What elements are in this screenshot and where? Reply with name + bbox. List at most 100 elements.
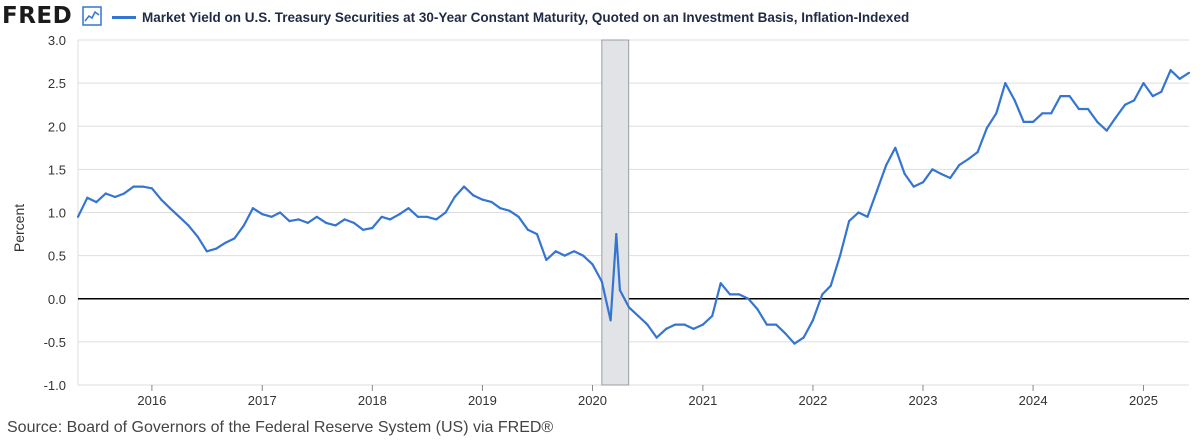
data-point — [1187, 71, 1191, 74]
data-point — [573, 250, 576, 253]
data-point — [646, 323, 649, 326]
y-tick-label: 1.0 — [48, 206, 66, 221]
series-layer — [76, 69, 1191, 345]
data-point — [1151, 95, 1154, 98]
data-point — [233, 237, 236, 240]
data-point — [811, 319, 815, 322]
data-point — [380, 215, 383, 218]
data-point — [242, 224, 245, 227]
data-point — [958, 164, 961, 167]
data-point — [995, 112, 998, 115]
data-point — [545, 258, 548, 261]
data-point — [215, 247, 218, 250]
x-tick-label: 2022 — [798, 393, 827, 408]
data-point — [1013, 99, 1016, 102]
y-tick-label: 1.5 — [48, 162, 66, 177]
y-tick-label: 0.5 — [48, 249, 66, 264]
data-point — [765, 323, 768, 326]
data-point — [1041, 112, 1044, 115]
data-point — [141, 185, 144, 188]
chart-header: FRED Market Yield on U.S. Treasury Secur… — [0, 0, 1200, 34]
data-point — [508, 209, 511, 212]
data-point — [325, 221, 328, 224]
data-point — [692, 327, 695, 330]
data-point — [86, 196, 89, 199]
source-note: Source: Board of Governors of the Federa… — [7, 419, 554, 436]
data-point — [1050, 112, 1053, 115]
data-point — [939, 172, 942, 175]
data-point — [371, 226, 374, 230]
y-tick-label: 3.0 — [48, 33, 66, 48]
y-tick-label: 0.0 — [48, 292, 66, 307]
data-point — [1142, 82, 1145, 85]
data-point — [848, 220, 851, 223]
x-tick-label: 2023 — [909, 393, 938, 408]
data-point — [187, 224, 190, 227]
data-point — [1124, 103, 1127, 106]
data-point — [683, 323, 686, 326]
data-point — [270, 215, 273, 218]
data-point — [435, 218, 438, 221]
y-tick-label: -1.0 — [44, 378, 66, 393]
data-point — [343, 218, 346, 221]
data-point — [719, 282, 722, 285]
data-point — [297, 218, 300, 221]
data-point — [665, 327, 668, 330]
x-axis-ticks: 2016 2017 2018 2019 2020 2021 2022 2023 2024 2025 — [137, 385, 1158, 408]
data-point — [315, 215, 318, 218]
data-point — [526, 228, 530, 231]
y-tick-label: -0.5 — [44, 335, 66, 350]
data-point — [517, 215, 520, 218]
data-point — [728, 293, 732, 296]
data-point — [985, 126, 989, 130]
data-point — [949, 176, 952, 180]
data-point — [361, 228, 365, 231]
data-point — [627, 306, 631, 309]
data-point — [821, 293, 824, 296]
data-point — [802, 336, 805, 339]
data-point — [1105, 129, 1108, 132]
data-point — [76, 215, 80, 218]
data-point — [615, 233, 618, 236]
data-point — [563, 254, 566, 257]
data-point — [554, 250, 557, 253]
data-point — [747, 297, 750, 300]
data-point — [1059, 95, 1062, 98]
data-point — [306, 221, 309, 224]
data-point — [352, 221, 355, 224]
data-point — [1133, 99, 1136, 102]
data-point — [618, 289, 622, 292]
data-point — [582, 254, 585, 257]
data-point — [976, 151, 979, 154]
data-point — [389, 218, 392, 221]
data-point — [104, 192, 107, 195]
data-point — [472, 194, 475, 197]
series-line — [77, 69, 1190, 345]
x-tick-label: 2020 — [578, 393, 607, 408]
x-tick-label: 2024 — [1019, 393, 1048, 408]
data-point — [178, 215, 181, 218]
data-point — [535, 233, 539, 236]
x-tick-label: 2021 — [688, 393, 717, 408]
data-point — [655, 336, 658, 339]
recession-band — [601, 39, 630, 386]
data-point — [756, 308, 759, 311]
data-point — [416, 215, 419, 218]
legend-swatch — [112, 15, 136, 19]
data-point — [885, 164, 888, 167]
recession-shading — [601, 39, 630, 386]
data-point — [609, 319, 612, 322]
y-axis-ticks: -1.0 -0.5 0.0 0.5 1.0 1.5 2.0 2.5 3.0 — [44, 33, 66, 393]
data-point — [1068, 95, 1071, 98]
data-point — [453, 195, 456, 199]
x-tick-label: 2017 — [248, 393, 277, 408]
fred-logo[interactable]: FRED — [2, 3, 73, 29]
data-point — [334, 224, 337, 227]
data-point — [123, 192, 126, 195]
data-point — [1096, 120, 1099, 123]
data-point — [829, 284, 832, 287]
x-tick-label: 2019 — [468, 393, 497, 408]
data-point — [1114, 116, 1117, 119]
data-point — [425, 215, 428, 218]
y-axis-label: Percent — [11, 204, 27, 252]
